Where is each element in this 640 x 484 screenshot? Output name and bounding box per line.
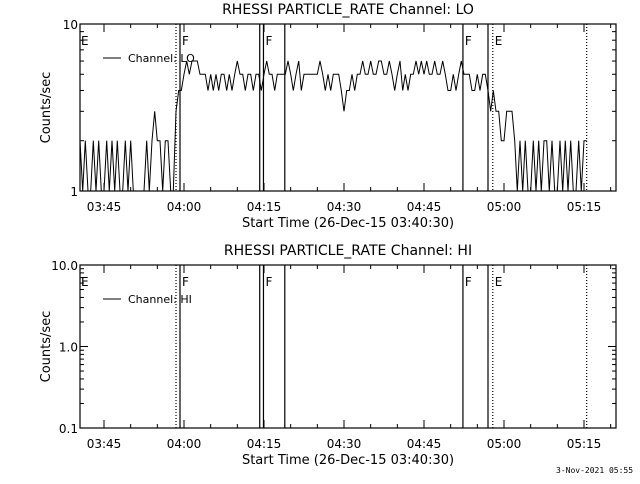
flag-label: E [81,34,89,48]
flag-label: F [182,275,189,289]
x-tick-label: 05:00 [487,437,522,451]
x-tick-label: 04:00 [167,437,202,451]
x-axis-label: Start Time (26-Dec-15 03:40:30) [242,216,454,231]
legend-label: Channel: LO [128,52,195,65]
flag-label: F [465,34,472,48]
y-axis-label: Counts/sec [39,72,54,144]
x-tick-label: 04:45 [407,437,442,451]
flag-label: F [465,275,472,289]
y-tick-label: 10 [63,18,78,32]
flag-label: F [265,34,272,48]
x-tick-label: 04:30 [327,437,362,451]
x-tick-label: 04:45 [407,200,442,214]
x-tick-label: 05:00 [487,200,522,214]
x-tick-label: 04:15 [247,437,282,451]
flag-label: E [495,275,503,289]
flag-label: E [495,34,503,48]
x-tick-label: 04:15 [247,200,282,214]
y-tick-label: 0.1 [59,422,78,436]
flag-label: F [265,275,272,289]
x-axis-label: Start Time (26-Dec-15 03:40:30) [242,453,454,468]
legend-label: Channel: HI [128,293,192,306]
chart-title: RHESSI PARTICLE_RATE Channel: LO [222,2,474,18]
y-tick-label: 1 [70,185,78,199]
flag-label: F [182,34,189,48]
chart-title: RHESSI PARTICLE_RATE Channel: HI [224,243,472,259]
x-tick-label: 05:15 [567,437,602,451]
x-tick-label: 04:30 [327,200,362,214]
x-tick-label: 03:45 [87,200,122,214]
x-tick-label: 04:00 [167,200,202,214]
flag-label: E [81,275,89,289]
x-tick-label: 03:45 [87,437,122,451]
x-tick-label: 05:15 [567,200,602,214]
series-line-channel-lo [79,60,587,192]
y-tick-label: 10.0 [51,259,78,273]
plot-frame [79,264,617,429]
y-axis-label: Counts/sec [39,311,54,383]
plot-frame [79,23,617,192]
plot-timestamp: 3-Nov-2021 05:55 [556,466,634,475]
y-tick-label: 1.0 [59,341,78,355]
